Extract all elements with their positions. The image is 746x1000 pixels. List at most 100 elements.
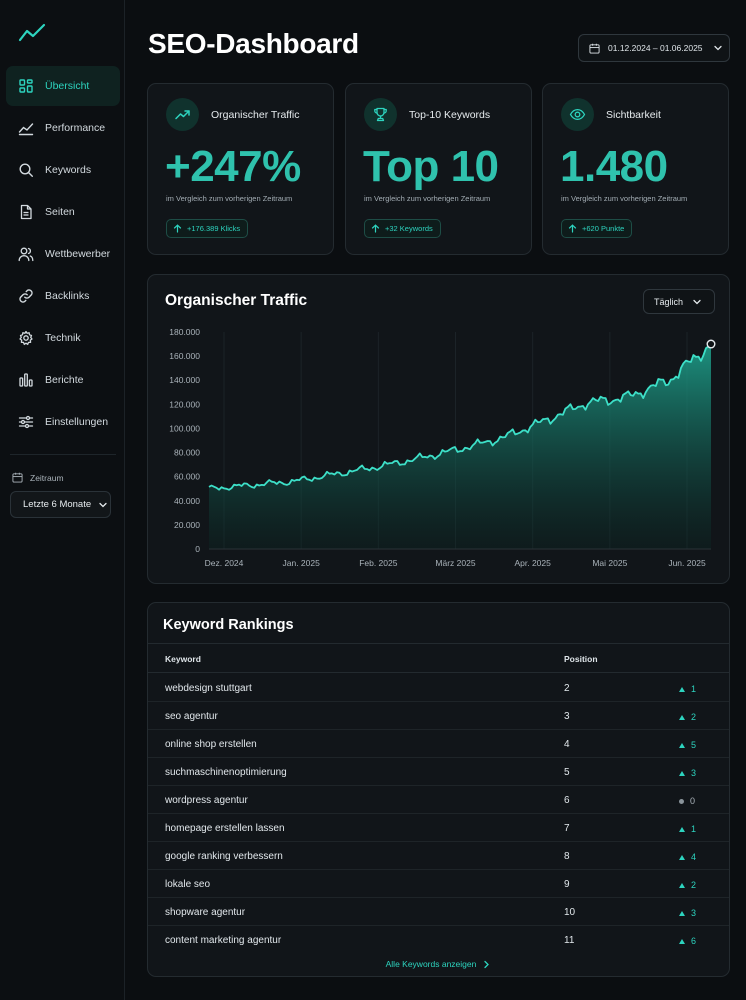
change-value: 1 [691,824,697,834]
sidebar-item-backlinks[interactable]: Backlinks [6,276,120,316]
sidebar-item-label: Berichte [45,374,84,386]
position-cell: 8 [564,851,570,862]
change-value: 2 [691,712,697,722]
triangle-up-icon [679,742,685,748]
change-cell: 2 [679,880,696,890]
x-tick-label: Dez. 2024 [205,558,244,568]
x-tick-label: Feb. 2025 [359,558,398,568]
sidebar-item-label: Keywords [45,164,92,176]
change-cell: 3 [679,908,696,918]
arrow-up-icon [371,224,380,233]
kpi-badge-text: +620 Punkte [582,224,625,233]
chart-title: Organischer Traffic [165,292,308,309]
sidebar-divider [10,454,116,455]
table-row[interactable]: wordpress agentur 6 0 [148,786,729,814]
triangle-up-icon [679,826,685,832]
column-header-keyword[interactable]: Keyword [165,654,201,664]
sidebar-item-label: Performance [45,122,106,134]
position-cell: 9 [564,879,570,890]
table-row[interactable]: homepage erstellen lassen 7 1 [148,814,729,842]
document-icon [20,204,32,220]
y-tick-label: 20.000 [174,520,200,530]
sidebar-item-berichte[interactable]: Berichte [6,360,120,400]
position-cell: 4 [564,739,570,750]
change-cell: 0 [679,796,695,806]
granularity-select[interactable]: Täglich [643,289,715,314]
kpi-card-traffic: Organischer Traffic +247% im Vergleich z… [147,83,334,255]
triangle-up-icon [679,910,685,916]
x-tick-label: Apr. 2025 [514,558,551,568]
logo-trend-icon[interactable] [18,22,46,44]
kpi-value: 1.480 [560,142,668,191]
change-cell: 4 [679,852,696,862]
change-cell: 3 [679,768,696,778]
change-value: 5 [691,740,697,750]
y-tick-label: 120.000 [169,399,200,409]
triangle-up-icon [679,686,685,692]
keyword-cell: shopware agentur [165,907,246,918]
position-cell: 2 [564,683,570,694]
position-cell: 6 [564,795,570,806]
table-row[interactable]: suchmaschinenoptimierung 5 3 [148,758,729,786]
change-cell: 6 [679,936,696,946]
y-tick-label: 40.000 [174,496,200,506]
date-range-picker[interactable]: 01.12.2024 – 01.06.2025 [578,34,730,62]
keyword-cell: lokale seo [165,879,211,890]
change-cell: 5 [679,740,696,750]
change-value: 0 [690,796,696,806]
table-row[interactable]: lokale seo 9 2 [148,870,729,898]
sidebar-item-keywords[interactable]: Keywords [6,150,120,190]
chevron-down-icon [99,502,107,507]
sidebar-item-technik[interactable]: Technik [6,318,120,358]
keyword-cell: online shop erstellen [165,739,257,750]
keyword-cell: content marketing agentur [165,935,282,946]
kpi-title: Organischer Traffic [211,109,300,121]
chevron-down-icon [713,45,722,51]
kpi-badge: +176.389 Klicks [166,219,249,238]
table-row[interactable]: shopware agentur 10 3 [148,898,729,926]
sidebar: Übersicht Performance Keywords Seiten We… [0,0,125,1000]
kpi-value: Top 10 [363,142,499,191]
period-label: Zeitraum [12,472,64,483]
period-select[interactable]: Letzte 6 Monate [10,491,111,518]
change-value: 4 [691,852,697,862]
y-tick-label: 0 [195,544,200,554]
kpi-badge-text: +176.389 Klicks [187,224,241,233]
keyword-rankings-title: Keyword Rankings [163,617,294,633]
sidebar-item-label: Backlinks [45,290,90,302]
change-value: 3 [691,768,697,778]
keyword-rankings-card: Keyword Rankings Keyword Position webdes… [147,602,730,977]
table-row[interactable]: online shop erstellen 4 5 [148,730,729,758]
traffic-area [209,344,711,549]
column-header-position[interactable]: Position [564,654,598,664]
show-all-keywords-link[interactable]: Alle Keywords anzeigen [148,959,729,969]
bar-chart-icon [19,373,33,387]
traffic-chart: 0 20.000 40.000 60.000 80.000 100.000 120.000 1… [169,327,716,568]
change-cell: 1 [679,684,696,694]
position-cell: 3 [564,711,570,722]
keyword-table-body: webdesign stuttgart 2 1 seo agentur 3 2 online… [148,674,729,954]
triangle-up-icon [679,882,685,888]
x-tick-label: Jun. 2025 [668,558,706,568]
sidebar-item-einstellungen[interactable]: Einstellungen [6,402,120,442]
keyword-cell: google ranking verbessern [165,851,283,862]
sidebar-item-uebersicht[interactable]: Übersicht [6,66,120,106]
sliders-icon [18,415,34,429]
change-value: 1 [691,684,697,694]
table-row[interactable]: seo agentur 3 2 [148,702,729,730]
page-title: SEO-Dashboard [148,28,359,59]
table-row[interactable]: google ranking verbessern 8 4 [148,842,729,870]
kpi-card-visibility: Sichtbarkeit 1.480 im Vergleich zum vorh… [542,83,729,255]
table-row[interactable]: content marketing agentur 11 6 [148,926,729,954]
sidebar-item-seiten[interactable]: Seiten [6,192,120,232]
period-select-value: Letzte 6 Monate [23,499,92,510]
kpi-subtitle: im Vergleich zum vorherigen Zeitraum [166,194,293,203]
table-row[interactable]: webdesign stuttgart 2 1 [148,674,729,702]
keyword-cell: homepage erstellen lassen [165,823,285,834]
date-range-text: 01.12.2024 – 01.06.2025 [608,43,703,53]
y-tick-label: 80.000 [174,448,200,458]
sidebar-item-wettbewerber[interactable]: Wettbewerber [6,234,120,274]
show-all-keywords-text: Alle Keywords anzeigen [385,959,477,969]
sidebar-item-performance[interactable]: Performance [6,108,120,148]
link-icon [19,289,33,303]
